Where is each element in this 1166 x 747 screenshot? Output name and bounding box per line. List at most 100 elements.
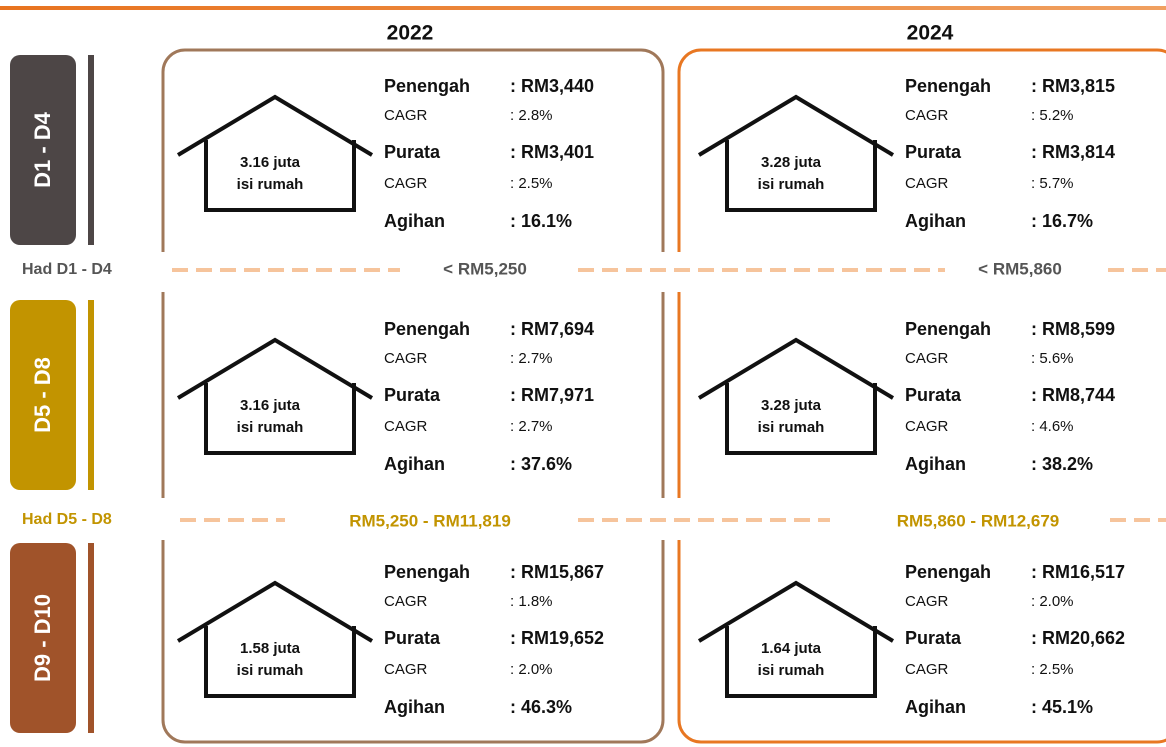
- row-label: CAGR: [384, 175, 428, 192]
- row-value: : 2.0%: [510, 661, 553, 678]
- households-unit: isi rumah: [758, 419, 825, 436]
- households-unit: isi rumah: [758, 176, 825, 193]
- households-unit: isi rumah: [237, 662, 304, 679]
- house-roof: [697, 580, 895, 643]
- households: 3.16 juta: [240, 154, 301, 171]
- row-label: Purata: [384, 385, 441, 405]
- row-value: : RM7,971: [510, 385, 594, 405]
- group-tab: [10, 543, 76, 733]
- row-value: : 2.8%: [510, 107, 553, 124]
- house-roof: [697, 337, 895, 400]
- row-value: : 2.5%: [510, 175, 553, 192]
- row-label: Agihan: [905, 211, 966, 231]
- group-label: D9 - D10: [30, 594, 55, 682]
- row-value: : RM20,662: [1031, 628, 1125, 648]
- row-value: : 16.1%: [510, 211, 572, 231]
- row-value: : 2.0%: [1031, 593, 1074, 610]
- threshold-value: RM5,860 - RM12,679: [897, 511, 1060, 530]
- house-roof: [697, 94, 895, 157]
- row-value: : 1.8%: [510, 593, 553, 610]
- row-label: Penengah: [384, 319, 470, 339]
- households-unit: isi rumah: [237, 176, 304, 193]
- row-value: : 37.6%: [510, 454, 572, 474]
- threshold-value: < RM5,250: [443, 259, 527, 278]
- group-tab: [10, 300, 76, 490]
- row-value: : 5.2%: [1031, 107, 1074, 124]
- house-walls: [204, 626, 356, 698]
- households: 1.64 juta: [761, 640, 822, 657]
- row-value: : 5.7%: [1031, 175, 1074, 192]
- row-value: : 45.1%: [1031, 697, 1093, 717]
- row-label: Agihan: [905, 697, 966, 717]
- row-value: : RM16,517: [1031, 562, 1125, 582]
- row-label: Purata: [384, 628, 441, 648]
- top-rule: [0, 6, 1166, 10]
- row-value: : RM3,814: [1031, 142, 1115, 162]
- group-bar: [88, 300, 94, 490]
- row-label: CAGR: [905, 350, 949, 367]
- group-bar: [88, 55, 94, 245]
- row-value: : RM8,744: [1031, 385, 1115, 405]
- row-label: CAGR: [384, 418, 428, 435]
- row-label: Penengah: [384, 562, 470, 582]
- threshold-label: Had D1 - D4: [22, 261, 112, 278]
- row-label: CAGR: [905, 418, 949, 435]
- row-value: : RM15,867: [510, 562, 604, 582]
- row-label: Purata: [384, 142, 441, 162]
- row-value: : RM3,815: [1031, 76, 1115, 96]
- row-value: : 2.5%: [1031, 661, 1074, 678]
- box-2022: [161, 48, 665, 744]
- threshold-value: < RM5,860: [978, 259, 1062, 278]
- house-walls: [725, 383, 877, 455]
- row-label: Agihan: [905, 454, 966, 474]
- group-label: D1 - D4: [30, 111, 55, 188]
- group-bar: [88, 543, 94, 733]
- households-unit: isi rumah: [758, 662, 825, 679]
- row-label: CAGR: [905, 593, 949, 610]
- row-label: Purata: [905, 142, 962, 162]
- house-walls: [204, 383, 356, 455]
- row-label: Penengah: [905, 562, 991, 582]
- households: 3.28 juta: [761, 154, 822, 171]
- year-title: 2022: [387, 22, 434, 45]
- row-label: CAGR: [905, 175, 949, 192]
- households: 3.28 juta: [761, 397, 822, 414]
- row-label: CAGR: [384, 661, 428, 678]
- row-label: CAGR: [905, 661, 949, 678]
- group-tab: [10, 55, 76, 245]
- box-2024: [677, 48, 1166, 744]
- year-title: 2024: [907, 22, 954, 45]
- row-value: : 38.2%: [1031, 454, 1093, 474]
- row-label: Agihan: [384, 211, 445, 231]
- row-value: : 2.7%: [510, 418, 553, 435]
- row-label: CAGR: [384, 350, 428, 367]
- row-label: Purata: [905, 628, 962, 648]
- row-label: Purata: [905, 385, 962, 405]
- households: 3.16 juta: [240, 397, 301, 414]
- house-walls: [204, 140, 356, 212]
- row-value: : 4.6%: [1031, 418, 1074, 435]
- households: 1.58 juta: [240, 640, 301, 657]
- row-label: Agihan: [384, 697, 445, 717]
- row-value: : RM3,440: [510, 76, 594, 96]
- row-value: : 2.7%: [510, 350, 553, 367]
- row-label: CAGR: [384, 593, 428, 610]
- house-roof: [176, 337, 374, 400]
- row-value: : RM8,599: [1031, 319, 1115, 339]
- row-label: CAGR: [905, 107, 949, 124]
- row-label: CAGR: [384, 107, 428, 124]
- row-value: : 5.6%: [1031, 350, 1074, 367]
- house-roof: [176, 580, 374, 643]
- row-value: : 46.3%: [510, 697, 572, 717]
- house-walls: [725, 140, 877, 212]
- group-label: D5 - D8: [30, 357, 55, 433]
- house-roof: [176, 94, 374, 157]
- row-label: Penengah: [384, 76, 470, 96]
- row-value: : RM7,694: [510, 319, 594, 339]
- threshold-value: RM5,250 - RM11,819: [349, 511, 511, 530]
- row-value: : RM19,652: [510, 628, 604, 648]
- row-label: Penengah: [905, 76, 991, 96]
- row-value: : RM3,401: [510, 142, 594, 162]
